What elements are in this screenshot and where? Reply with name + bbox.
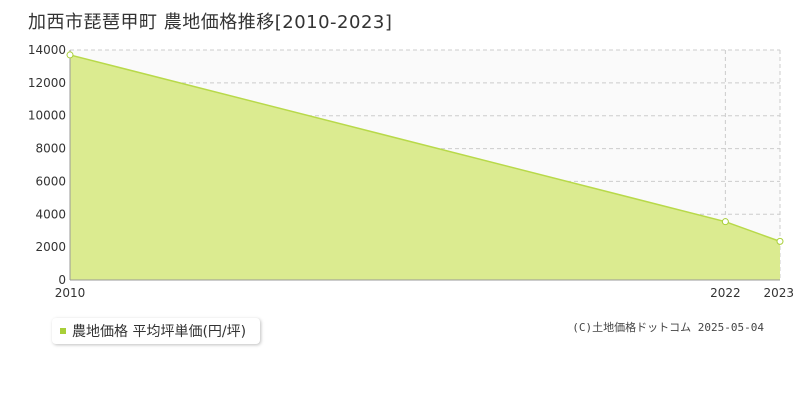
x-tick-label: 2023 — [763, 286, 794, 300]
series-area — [70, 54, 780, 280]
axes — [69, 50, 780, 281]
x-tick-labels: 2010 2022 2023 — [55, 286, 794, 300]
y-tick-label: 8000 — [35, 142, 66, 156]
data-point — [66, 51, 74, 59]
data-point — [776, 237, 784, 245]
data-point — [721, 218, 729, 226]
data-points — [66, 51, 784, 245]
y-tick-label: 14000 — [28, 43, 66, 57]
y-tick-label: 6000 — [35, 174, 66, 188]
y-tick-label: 10000 — [28, 109, 66, 123]
legend: 農地価格 平均坪単価(円/坪) — [52, 318, 261, 344]
x-tick-label: 2022 — [710, 286, 741, 300]
chart-title: 加西市琵琶甲町 農地価格推移[2010-2023] — [28, 12, 393, 33]
y-tick-label: 12000 — [28, 76, 66, 90]
legend-label: 農地価格 平均坪単価(円/坪) — [72, 324, 247, 340]
copyright-text: (C)土地価格ドットコム 2025-05-04 — [572, 321, 764, 334]
legend-marker-icon — [60, 328, 66, 334]
y-tick-labels: 0 2000 4000 6000 8000 10000 12000 14000 — [28, 43, 66, 287]
x-tick-label: 2010 — [55, 286, 86, 300]
y-tick-label: 4000 — [35, 207, 66, 221]
y-tick-label: 0 — [58, 273, 66, 287]
y-tick-label: 2000 — [35, 240, 66, 254]
